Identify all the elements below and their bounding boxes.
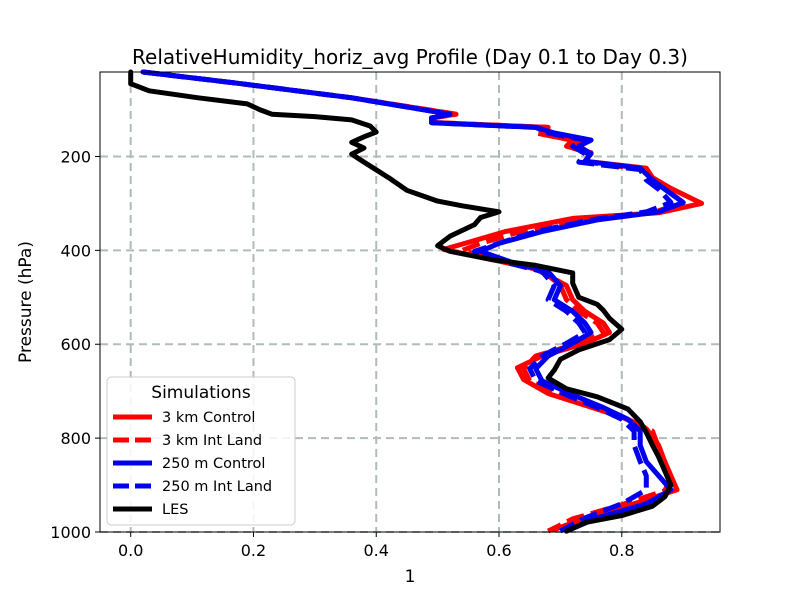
x-tick-label: 0.6 xyxy=(486,541,511,560)
legend-label: 3 km Int Land xyxy=(162,433,262,449)
y-axis-ticks: 200 400 600 800 1000 xyxy=(50,147,100,542)
legend-label: 250 m Control xyxy=(162,456,265,472)
x-tick-label: 0.4 xyxy=(364,541,389,560)
x-axis-ticks: 0.0 0.2 0.4 0.6 0.8 xyxy=(118,532,635,560)
y-tick-label: 800 xyxy=(60,429,91,448)
legend: Simulations 3 km Control 3 km Int Land 250… xyxy=(106,376,296,526)
legend-label: 3 km Control xyxy=(162,410,255,426)
legend-label: LES xyxy=(162,502,188,518)
y-tick-label: 200 xyxy=(60,147,91,166)
x-axis-label: 1 xyxy=(405,567,416,587)
legend-title: Simulations xyxy=(151,383,251,403)
chart-title: RelativeHumidity_horiz_avg Profile (Day … xyxy=(132,45,688,69)
plot-frame xyxy=(99,71,721,533)
x-tick-label: 0.0 xyxy=(118,541,143,560)
series-line-250-m-int-land xyxy=(142,69,674,534)
x-tick-label: 0.8 xyxy=(609,541,634,560)
legend-box xyxy=(106,376,296,526)
y-tick-label: 1000 xyxy=(50,523,91,542)
legend-label: 250 m Int Land xyxy=(162,479,272,495)
x-tick-label: 0.2 xyxy=(241,541,266,560)
series-lines xyxy=(128,69,705,534)
y-axis-label: Pressure (hPa) xyxy=(16,241,36,363)
y-tick-label: 400 xyxy=(60,241,91,260)
y-tick-label: 600 xyxy=(60,335,91,354)
legend-items: 3 km Control 3 km Int Land 250 m Control 25… xyxy=(113,410,272,518)
series-line-les xyxy=(128,69,674,534)
